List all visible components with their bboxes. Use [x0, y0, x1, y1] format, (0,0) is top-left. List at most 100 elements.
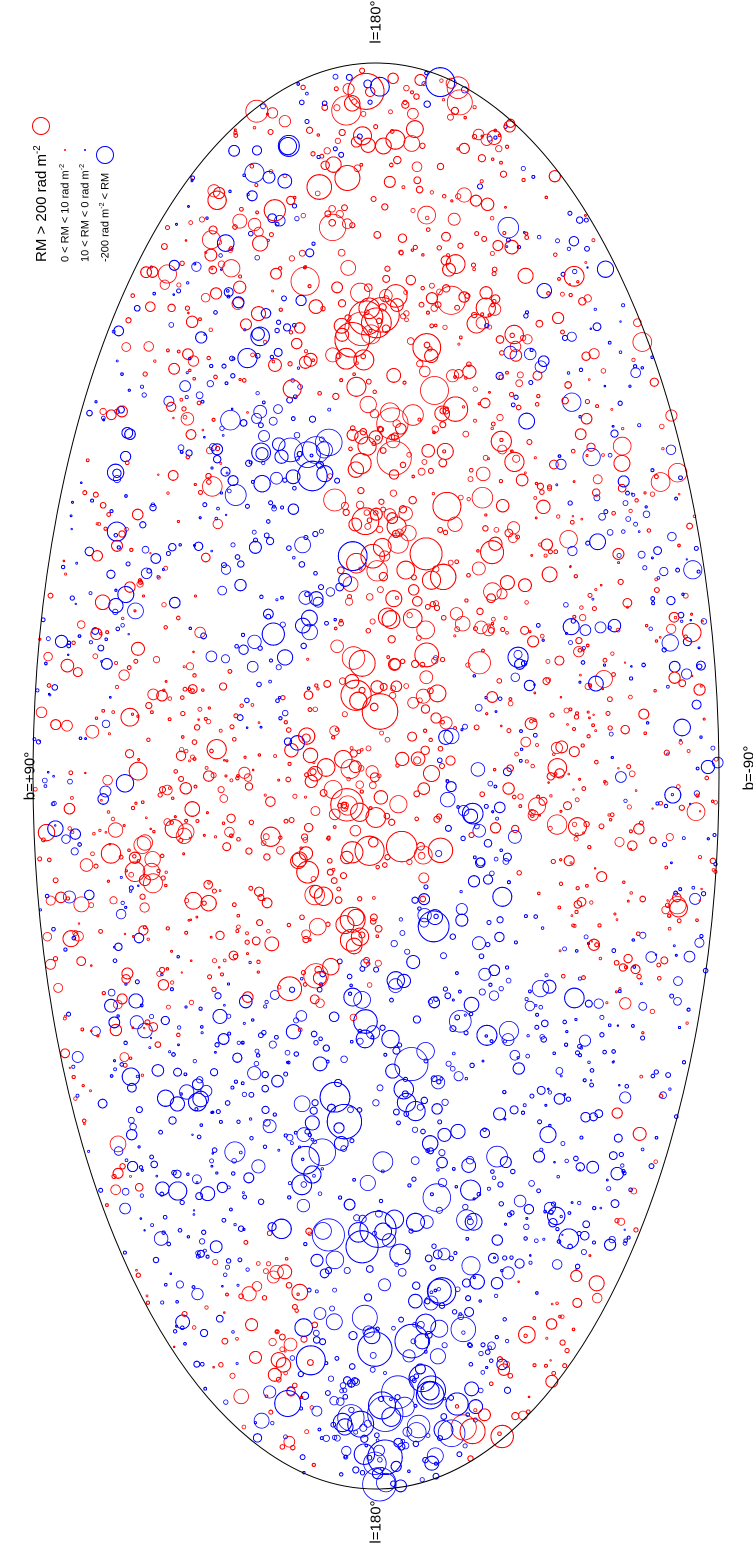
rm-positive-point: [180, 412, 195, 426]
rm-positive-point: [167, 696, 172, 701]
rm-positive-point: [204, 250, 208, 254]
rm-negative-point: [352, 1378, 361, 1386]
rm-positive-point: [520, 736, 532, 748]
rm-positive-point: [301, 929, 311, 940]
rm-negative-point: [425, 1433, 431, 1438]
rm-negative-point: [683, 950, 696, 963]
rm-positive-point: [271, 359, 276, 364]
rm-positive-point: [182, 665, 186, 669]
rm-positive-point: [595, 670, 613, 688]
rm-negative-point: [378, 1278, 391, 1292]
rm-negative-point: [436, 1287, 441, 1292]
rm-negative-point: [121, 1187, 130, 1196]
rm-negative-point: [491, 1175, 497, 1180]
rm-negative-point: [284, 1049, 291, 1056]
rm-positive-point: [388, 109, 393, 115]
rm-negative-point: [710, 745, 716, 751]
rm-positive-point: [475, 316, 489, 330]
rm-positive-point: [389, 691, 397, 700]
rm-positive-point: [698, 810, 702, 813]
rm-positive-point: [524, 759, 529, 764]
rm-negative-point: [501, 1033, 515, 1046]
rm-positive-point: [480, 133, 493, 146]
rm-negative-point: [633, 521, 638, 527]
rm-negative-point: [630, 367, 641, 379]
rm-positive-point: [658, 635, 662, 639]
rm-positive-point: [446, 369, 460, 383]
rm-positive-point: [276, 985, 282, 990]
rm-negative-point: [487, 780, 494, 787]
rm-positive-point: [262, 1268, 269, 1274]
rm-negative-point: [528, 1260, 533, 1265]
rm-negative-point: [351, 1304, 378, 1331]
rm-positive-point: [136, 580, 144, 588]
rm-positive-point: [476, 466, 491, 482]
rm-points: [32, 67, 724, 1502]
rm-negative-point: [249, 1117, 253, 1121]
rm-negative-point: [417, 908, 432, 923]
rm-negative-point: [253, 404, 268, 419]
rm-positive-point: [335, 210, 344, 219]
rm-negative-point: [236, 1040, 241, 1045]
rm-positive-point: [344, 311, 379, 346]
rm-positive-point: [497, 444, 508, 455]
rm-positive-point: [465, 662, 471, 668]
rm-negative-point: [668, 1087, 672, 1091]
rm-negative-point: [474, 703, 483, 712]
rm-negative-point: [186, 281, 190, 285]
rm-negative-point: [247, 1066, 262, 1081]
rm-negative-point: [544, 973, 549, 978]
rm-positive-point: [175, 827, 192, 845]
rm-positive-point: [76, 620, 86, 629]
rm-positive-point: [185, 662, 194, 671]
rm-positive-point: [472, 105, 477, 110]
rm-negative-point: [290, 378, 295, 383]
rm-positive-point: [236, 924, 241, 930]
rm-positive-point: [563, 707, 570, 714]
rm-negative-point: [127, 602, 144, 620]
rm-negative-point: [526, 1034, 530, 1038]
rm-positive-point: [45, 958, 56, 970]
rm-negative-point: [45, 636, 51, 642]
rm-positive-point: [70, 796, 74, 800]
rm-negative-point: [244, 162, 265, 183]
rm-negative-point: [599, 1206, 603, 1210]
rm-positive-point: [471, 561, 486, 576]
rm-positive-point: [711, 868, 716, 872]
rm-negative-point: [91, 1026, 101, 1037]
rm-positive-point: [524, 600, 529, 605]
rm-positive-point: [665, 833, 674, 842]
rm-negative-point: [495, 816, 500, 821]
rm-negative-point: [191, 261, 202, 272]
rm-negative-point: [607, 452, 613, 458]
rm-negative-point: [300, 1181, 307, 1188]
rm-negative-point: [139, 384, 144, 389]
rm-negative-point: [298, 590, 313, 605]
rm-negative-point: [524, 1000, 536, 1012]
rm-positive-point: [527, 809, 539, 821]
rm-negative-point: [343, 1454, 349, 1460]
rm-positive-point: [184, 748, 189, 754]
rm-negative-point: [497, 216, 520, 239]
rm-positive-point: [571, 515, 575, 518]
rm-positive-point: [518, 1410, 528, 1421]
rm-positive-point: [569, 861, 573, 865]
rm-negative-point: [268, 1040, 277, 1049]
rm-positive-point: [114, 684, 120, 690]
rm-positive-point: [157, 264, 177, 284]
rm-positive-point: [495, 145, 503, 153]
rm-negative-point: [656, 576, 661, 580]
rm-positive-point: [300, 212, 306, 219]
rm-negative-point: [493, 856, 499, 862]
rm-negative-point: [561, 1233, 564, 1236]
rm-negative-point: [431, 1075, 446, 1090]
rm-negative-point: [120, 623, 125, 628]
rm-negative-point: [192, 1209, 196, 1212]
rm-positive-point: [45, 895, 56, 906]
rm-positive-point: [212, 1259, 219, 1266]
rm-positive-point: [143, 873, 163, 894]
rm-negative-point: [437, 1247, 451, 1261]
rm-negative-point: [343, 1267, 351, 1275]
rm-positive-point: [379, 730, 385, 736]
rm-positive-point: [329, 725, 340, 736]
